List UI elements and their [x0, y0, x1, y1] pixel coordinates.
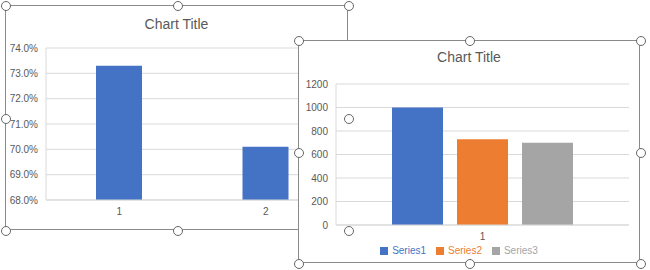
- svg-text:800: 800: [311, 126, 328, 137]
- html-text:Chart Title: Chart Title: [144, 16, 209, 32]
- html-text:Chart Title: Chart Title: [437, 49, 501, 65]
- svg-text:69.0%: 69.0%: [10, 169, 38, 180]
- svg-text:74.0%: 74.0%: [10, 43, 38, 54]
- svg-text:0: 0: [322, 220, 328, 231]
- svg-text:1200: 1200: [306, 79, 329, 90]
- svg-text:600: 600: [311, 149, 328, 160]
- svg-text:1: 1: [116, 206, 122, 217]
- svg-text:400: 400: [311, 173, 328, 184]
- html-text:Series3: Series3: [504, 245, 538, 256]
- svg-text:72.0%: 72.0%: [10, 93, 38, 104]
- svg-text:68.0%: 68.0%: [10, 195, 38, 206]
- svg-text:1: 1: [480, 231, 486, 242]
- svg-text:200: 200: [311, 196, 328, 207]
- svg-text:71.0%: 71.0%: [10, 119, 38, 130]
- svg-text:70.0%: 70.0%: [10, 144, 38, 155]
- svg-text:73.0%: 73.0%: [10, 68, 38, 79]
- html-text:Series1: Series1: [392, 245, 426, 256]
- html-text:Series2: Series2: [448, 245, 482, 256]
- svg-text:1000: 1000: [306, 102, 329, 113]
- svg-text:2: 2: [263, 206, 269, 217]
